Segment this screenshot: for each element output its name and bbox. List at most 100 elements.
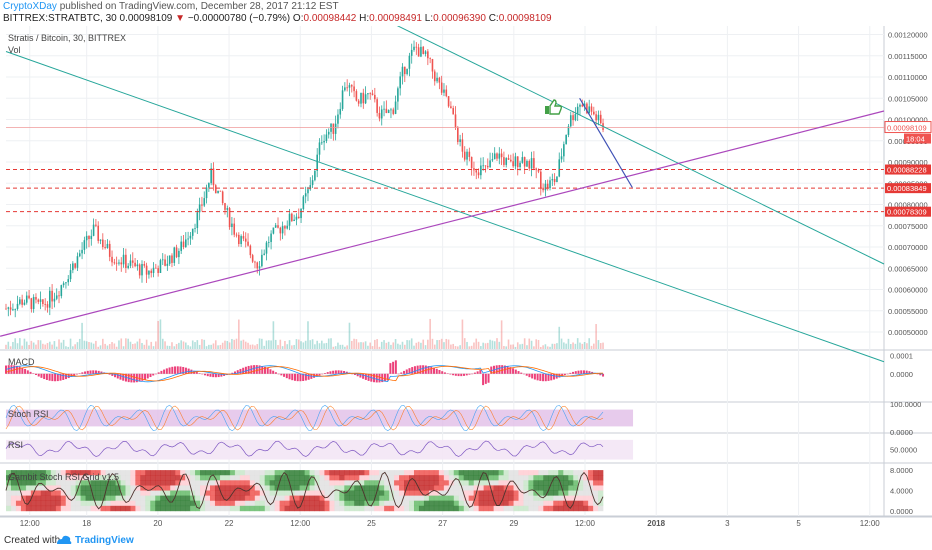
gambit-grid-cell [294,480,300,486]
gambit-grid-cell [458,485,465,491]
volume-bar [332,346,335,349]
gambit-grid-cell [538,475,544,481]
gambit-grid-cell [244,480,251,486]
macd-histogram-bar [351,373,354,375]
gambit-grid-cell [264,470,270,476]
candle-body [307,189,309,194]
volume-bar [120,338,123,349]
gambit-grid-cell [438,500,445,507]
volume-bar [523,338,526,349]
gambit-grid-cell [374,475,380,481]
candle-body [104,247,106,248]
volume-bar [228,342,231,349]
candle-body [129,260,132,266]
tradingview-brand[interactable]: TradingView [75,535,134,546]
gambit-grid-cell [120,505,126,512]
gambit-grid-cell [40,485,47,491]
volume-bar [503,346,505,349]
gambit-grid-cell [185,490,191,496]
gambit-grid-cell [573,505,579,512]
volume-bar [83,340,86,349]
gambit-grid-cell [90,485,96,491]
gambit-grid-cell [120,480,126,486]
gambit-grid-cell [374,495,380,501]
gambit-grid-cell [309,470,315,476]
gambit-grid-cell [150,490,156,496]
volume-bar [410,338,413,349]
chart-area[interactable]: 0.001200000.001150000.001100000.00105000… [0,26,932,532]
candle-body [65,282,67,284]
macd-histogram-bar [157,372,160,374]
gambit-grid-cell [155,475,161,481]
volume-bar [279,339,282,349]
candle-body [316,154,319,171]
gambit-grid-cell [279,480,285,486]
gambit-grid-cell [85,505,91,512]
volume-bar [118,340,120,349]
gambit-grid-cell [20,475,27,481]
gambit-grid-cell [259,500,266,507]
gambit-grid-cell [528,485,534,491]
gambit-grid-cell [428,485,435,491]
gambit-grid-cell [543,470,549,476]
candle-body [355,91,358,101]
gambit-grid-cell [224,480,231,486]
candle-body [138,264,141,276]
macd-histogram-bar [280,373,283,376]
candle-body [378,112,381,119]
gambit-line [5,471,604,510]
gambit-grid-cell [538,470,544,476]
gambit-grid-cell [379,495,385,501]
gambit-grid-cell [25,505,32,512]
time-tick-label: 5 [796,519,801,528]
gambit-grid-cell [468,470,474,476]
gambit-grid-cell [95,480,101,486]
gambit-grid-cell [379,475,385,481]
gambit-grid-cell [180,490,186,496]
gambit-grid-cell [399,470,405,476]
macd-histogram-bar [209,373,212,377]
gambit-grid-cell [15,470,22,476]
macd-histogram-bar [577,370,580,374]
gambit-grid-cell [473,485,479,491]
gambit-grid-cell [229,505,236,512]
macd-histogram-bar [184,367,187,374]
gambit-grid-cell [170,475,176,481]
macd-histogram-bar [454,373,457,376]
gambit-grid-cell [264,480,270,486]
gambit-grid-cell [518,480,524,486]
rsi-tick-label: 50.0000 [890,446,917,455]
candle-body [187,238,189,240]
gambit-grid-cell [249,475,256,481]
volume-bar [422,339,425,349]
candle-body [111,256,113,263]
volume-bar [201,339,203,349]
macd-histogram-bar [165,368,168,374]
candle-body [46,304,49,308]
gambit-grid-cell [349,495,355,501]
gambit-grid-cell [588,495,594,501]
gambit-grid-cell [369,485,375,491]
volume-bar [579,342,581,349]
volume-bar [309,340,312,349]
gambit-grid-cell [329,470,335,476]
gambit-grid-cell [10,500,17,507]
author-link[interactable]: CryptoXDay [3,1,57,12]
gambit-grid-cell [50,505,57,512]
gambit-grid-cell [493,495,499,501]
gambit-grid-cell [389,500,395,507]
gambit-grid-cell [448,470,455,476]
macd-histogram-bar [452,373,455,376]
gambit-grid-cell [6,485,12,491]
gambit-grid-cell [165,480,171,486]
candle-body [148,270,150,275]
candle-body [55,295,58,299]
gambit-grid-cell [65,480,71,486]
stoch-tick-label: 0.0000 [890,428,913,437]
gambit-grid-cell [593,480,599,486]
gambit-grid-cell [239,470,246,476]
gambit-grid-cell [404,470,410,476]
gambit-grid-cell [418,495,425,501]
candle-body [480,165,482,176]
gambit-grid-cell [224,505,231,512]
